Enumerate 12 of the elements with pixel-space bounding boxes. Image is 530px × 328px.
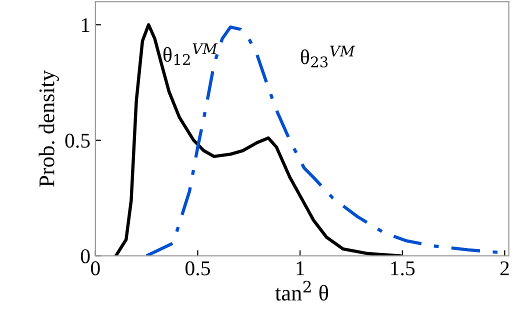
y-tick-label: 1 [82,18,90,32]
series-label: θ$_{12}$$^{VM}$ [163,43,218,65]
x-tick-label: 1.5 [391,261,415,276]
x-tick-label: 1 [296,261,304,276]
y-tick-label: 0 [80,249,90,264]
x-tick-label: 0 [90,261,100,276]
x-tick-label: 2 [500,261,509,276]
x-axis-title: tan$^{2}$ θ [275,280,328,301]
y-tick-label: 0.5 [65,134,90,148]
series-label: θ$_{23}$$^{VM}$ [300,46,356,68]
y-axis-title: Prob. density [38,70,59,187]
x-tick-label: 0.5 [186,261,210,276]
